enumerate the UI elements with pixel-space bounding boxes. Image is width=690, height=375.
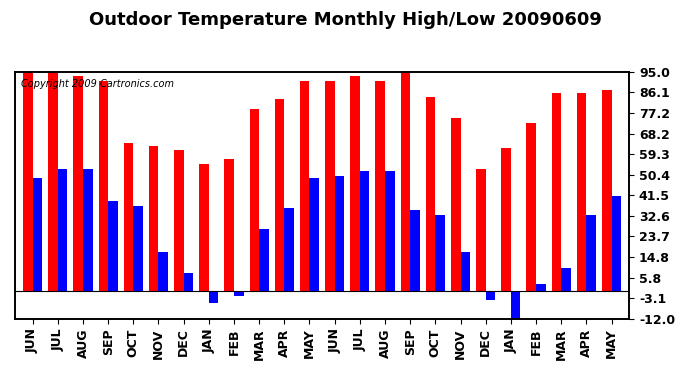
Bar (124, 143, 133, 291)
Bar (451, 118, 460, 291)
Text: Outdoor Temperature Monthly High/Low 20090609: Outdoor Temperature Monthly High/Low 200… (88, 11, 602, 29)
Bar (435, 215, 445, 291)
Bar (284, 208, 294, 291)
Bar (209, 291, 218, 303)
Bar (275, 99, 284, 291)
Bar (577, 93, 586, 291)
Bar (58, 169, 68, 291)
Bar (325, 81, 335, 291)
Bar (32, 178, 42, 291)
Bar (351, 76, 359, 291)
Bar (99, 81, 108, 291)
Bar (602, 90, 611, 291)
Bar (611, 196, 621, 291)
Bar (108, 201, 118, 291)
Bar (310, 178, 319, 291)
Bar (561, 268, 571, 291)
Bar (526, 123, 536, 291)
Bar (401, 69, 410, 291)
Bar (300, 81, 310, 291)
Bar (149, 146, 159, 291)
Bar (48, 72, 58, 291)
Bar (224, 159, 234, 291)
Bar (199, 164, 209, 291)
Bar (502, 148, 511, 291)
Bar (259, 229, 268, 291)
Bar (486, 291, 495, 300)
Bar (234, 291, 244, 296)
Bar (511, 291, 520, 321)
Bar (359, 171, 369, 291)
Bar (159, 252, 168, 291)
Bar (133, 206, 143, 291)
Bar (536, 284, 546, 291)
Bar (23, 72, 32, 291)
Bar (73, 76, 83, 291)
Bar (426, 97, 435, 291)
Bar (174, 150, 184, 291)
Text: Copyright 2009 Cartronics.com: Copyright 2009 Cartronics.com (21, 79, 174, 89)
Bar (460, 252, 470, 291)
Bar (184, 273, 193, 291)
Bar (250, 109, 259, 291)
Bar (476, 169, 486, 291)
Bar (551, 93, 561, 291)
Bar (83, 169, 92, 291)
Bar (335, 176, 344, 291)
Bar (375, 81, 385, 291)
Bar (586, 215, 596, 291)
Bar (410, 210, 420, 291)
Bar (385, 171, 395, 291)
